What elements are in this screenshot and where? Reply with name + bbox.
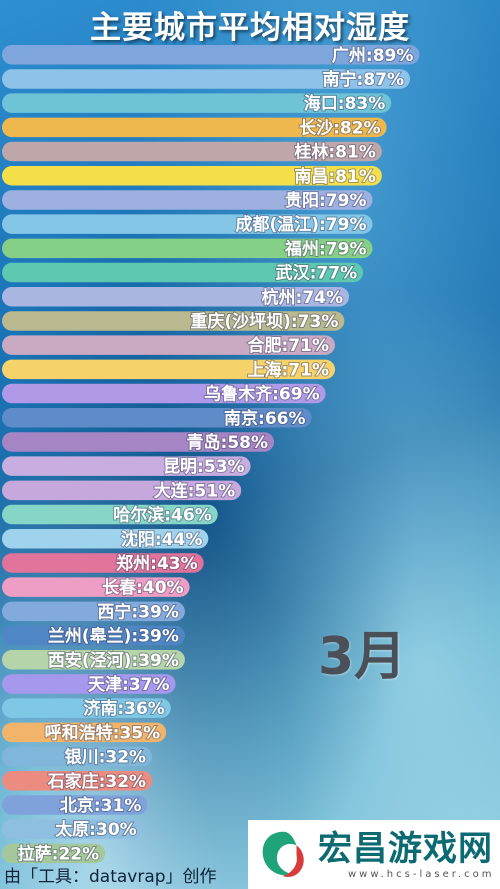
bar <box>2 432 275 452</box>
bar-label: 沈阳:44% <box>121 529 203 550</box>
bar <box>2 674 176 694</box>
bar-label: 上海:71% <box>247 359 329 380</box>
bar <box>2 553 204 573</box>
bar <box>2 795 148 815</box>
dragon-icon <box>262 831 304 877</box>
bar-label: 桂林:81% <box>293 142 376 163</box>
bar-label: 重庆(沙坪坝):73% <box>190 311 338 332</box>
bar-label: 北京:31% <box>60 795 142 816</box>
bar-label: 武汉:77% <box>276 263 358 284</box>
bar-label: 乌鲁木齐:69% <box>204 384 320 405</box>
bar-label: 拉萨:22% <box>18 843 100 864</box>
bar-label: 长春:40% <box>102 577 184 598</box>
bar <box>2 238 373 259</box>
bar <box>2 45 420 65</box>
bar <box>2 625 185 646</box>
bar <box>2 843 106 864</box>
bar-label: 广州:89% <box>332 45 414 66</box>
bar-label: 西安(泾河):39% <box>48 650 179 671</box>
bar <box>2 529 209 549</box>
bar <box>2 214 373 234</box>
bar <box>2 577 190 597</box>
bar-label: 兰州(皋兰):39% <box>48 626 179 647</box>
bar <box>2 383 326 404</box>
bar <box>2 480 242 501</box>
bar <box>2 311 345 331</box>
bar-label: 南昌:81% <box>294 166 376 187</box>
bar <box>2 117 387 138</box>
bar <box>2 698 171 718</box>
bar <box>2 408 312 428</box>
period-label: 3月 <box>318 627 407 687</box>
bar <box>2 746 153 767</box>
bar <box>2 650 185 670</box>
bar <box>2 456 251 476</box>
bar-label: 石家庄:32% <box>47 771 147 792</box>
bar-label: 济南:36% <box>83 698 165 719</box>
bar <box>2 141 382 162</box>
bar-label: 杭州:74% <box>262 287 344 308</box>
bar-label: 南京:66% <box>224 408 306 429</box>
bar-label: 昆明:53% <box>163 457 245 477</box>
bar <box>2 601 185 622</box>
watermark-logo: 宏昌游戏网 www.hcs-laser.com <box>248 820 500 889</box>
bar <box>2 262 364 283</box>
bar-label: 合肥:71% <box>247 335 329 356</box>
logo-url: www.hcs-laser.com <box>348 869 495 880</box>
bar-label: 天津:37% <box>88 674 170 695</box>
bar <box>2 93 392 113</box>
bar-label: 长沙:82% <box>299 117 381 138</box>
bar <box>2 504 218 525</box>
bar-label: 贵阳:79% <box>285 190 367 211</box>
bar <box>2 166 382 186</box>
bar-label: 西宁:39% <box>97 601 179 622</box>
footer-credit: 由「工具：datavrap」创作 <box>4 867 217 887</box>
chart-title: 主要城市平均相对湿度 <box>90 10 410 46</box>
bar-label: 郑州:43% <box>116 553 198 574</box>
bar-label: 青岛:58% <box>187 432 269 453</box>
bar-label: 太原:30% <box>55 819 137 840</box>
bar <box>2 722 167 743</box>
bar-label: 海口:83% <box>304 93 386 114</box>
bar-label: 银川:32% <box>65 747 147 768</box>
bar <box>2 287 350 307</box>
bar <box>2 335 335 355</box>
logo-name: 宏昌游戏网 <box>318 829 493 869</box>
bar <box>2 819 143 839</box>
bar <box>2 359 335 380</box>
bar <box>2 190 373 210</box>
bar-label: 哈尔滨:46% <box>113 505 212 526</box>
bar-label: 成都(温江):79% <box>235 214 366 235</box>
bar <box>2 771 153 791</box>
bar-label: 大连:51% <box>154 480 236 501</box>
bar-label: 福州:79% <box>284 238 367 259</box>
bar-label: 南宁:87% <box>323 69 405 90</box>
bar-label: 呼和浩特:35% <box>45 722 161 743</box>
bar <box>2 69 411 89</box>
